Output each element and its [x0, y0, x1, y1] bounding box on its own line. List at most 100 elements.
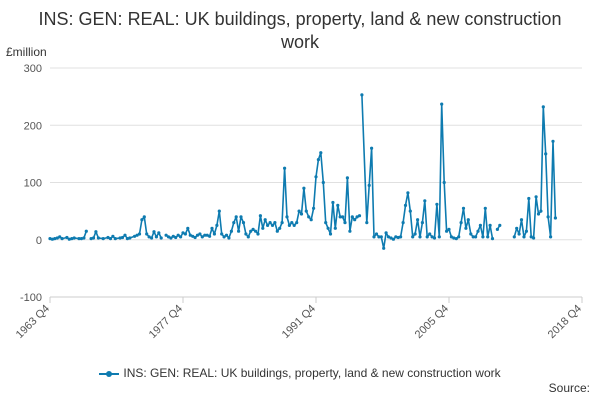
data-point-3-6 — [377, 235, 381, 239]
data-point-3-1 — [365, 221, 369, 225]
data-point-3-45 — [471, 235, 475, 239]
data-point-3-25 — [423, 199, 427, 203]
data-point-3-5 — [374, 232, 379, 236]
data-point-1-0 — [89, 237, 93, 241]
data-point-2-38 — [256, 232, 260, 236]
data-point-2-14 — [198, 232, 202, 236]
data-point-2-3 — [171, 234, 175, 238]
data-point-2-12 — [193, 235, 197, 240]
data-point-1-2 — [94, 230, 98, 234]
data-point-2-9 — [186, 226, 190, 230]
data-point-5-16 — [551, 139, 555, 143]
legend-label: INS: GEN: REAL: UK buildings, property, … — [123, 366, 501, 380]
data-point-2-75 — [345, 176, 349, 180]
data-point-0-7 — [67, 237, 71, 241]
data-point-3-31 — [437, 235, 441, 239]
data-point-5-10 — [536, 212, 541, 216]
data-point-3-32 — [440, 102, 444, 106]
data-point-5-11 — [539, 209, 543, 213]
data-point-2-58 — [304, 209, 308, 213]
data-point-3-13 — [394, 235, 398, 239]
data-point-3-44 — [469, 232, 473, 236]
data-point-3-50 — [483, 206, 487, 210]
chart-title: INS: GEN: REAL: UK buildings, property, … — [38, 9, 562, 52]
data-point-3-41 — [461, 206, 466, 210]
legend[interactable]: INS: GEN: REAL: UK buildings, property, … — [0, 366, 600, 380]
data-point-3-10 — [386, 235, 391, 239]
data-point-0-1 — [50, 237, 55, 241]
data-point-2-71 — [336, 203, 340, 207]
data-point-1-20 — [147, 235, 151, 239]
data-point-3-51 — [486, 235, 490, 239]
data-point-2-4 — [174, 235, 178, 240]
data-point-1-8 — [113, 237, 117, 241]
data-point-3-17 — [403, 203, 408, 207]
data-point-2-80 — [357, 214, 362, 218]
data-point-2-59 — [307, 215, 311, 219]
y-axis-unit-label: £million — [6, 45, 47, 59]
data-point-5-4 — [522, 235, 526, 239]
series-line-segment-5 — [513, 106, 557, 239]
data-point-2-43 — [268, 221, 272, 225]
data-point-2-47 — [278, 226, 282, 230]
data-point-1-24 — [157, 231, 161, 235]
data-point-0-4 — [58, 235, 62, 239]
data-point-2-13 — [195, 233, 200, 237]
data-point-3-28 — [430, 235, 434, 239]
x-tick-label-3: 2005 Q4 — [413, 303, 451, 341]
x-tick-label-0: 1963 Q4 — [14, 303, 52, 341]
data-point-2-61 — [312, 206, 316, 210]
data-point-3-20 — [411, 235, 415, 239]
data-point-3-34 — [445, 229, 449, 233]
data-point-2-41 — [263, 218, 267, 222]
data-point-1-7 — [111, 234, 115, 238]
data-point-1-10 — [120, 235, 125, 240]
series-line-segment-2 — [165, 151, 360, 239]
data-point-1-23 — [154, 235, 158, 239]
data-point-2-10 — [188, 233, 192, 237]
axes: -100 0 100 200 300 1963 Q4 1977 Q4 1991 Q4 2005 … — [14, 63, 584, 341]
data-point-3-35 — [447, 227, 451, 231]
data-point-2-73 — [341, 215, 345, 219]
data-point-3-33 — [442, 180, 446, 185]
data-point-2-56 — [299, 212, 304, 216]
data-point-5-2 — [517, 232, 521, 236]
data-point-5-9 — [534, 195, 538, 199]
data-point-0-3 — [55, 236, 59, 240]
data-point-3-23 — [418, 235, 422, 239]
data-point-2-64 — [319, 151, 323, 155]
source-label: Source: — [548, 381, 590, 395]
data-point-2-50 — [285, 215, 289, 219]
data-point-2-48 — [280, 221, 284, 225]
data-point-5-8 — [532, 236, 536, 240]
data-point-3-7 — [379, 235, 383, 239]
data-point-2-31 — [239, 215, 243, 219]
data-point-2-36 — [251, 227, 255, 231]
data-point-1-17 — [140, 218, 144, 222]
data-point-2-16 — [203, 233, 207, 237]
data-point-2-76 — [348, 229, 352, 233]
data-point-2-39 — [258, 214, 262, 218]
data-point-3-43 — [466, 218, 470, 222]
data-point-3-15 — [399, 235, 403, 239]
data-point-2-72 — [338, 215, 342, 219]
data-point-2-46 — [275, 229, 279, 233]
data-point-5-17 — [553, 216, 558, 220]
data-point-3-2 — [367, 183, 371, 187]
data-point-0-2 — [53, 237, 57, 241]
data-point-2-32 — [241, 221, 246, 225]
data-point-1-5 — [106, 235, 110, 240]
data-point-2-28 — [232, 221, 236, 225]
data-point-4-1 — [498, 223, 502, 227]
data-point-0-12 — [82, 236, 86, 240]
data-point-2-74 — [343, 221, 347, 225]
data-point-3-40 — [459, 221, 463, 225]
y-tick-label-3: 200 — [24, 120, 42, 132]
data-point-5-15 — [549, 235, 553, 239]
data-point-0-10 — [77, 237, 81, 241]
data-point-2-45 — [273, 221, 277, 225]
data-point-2-57 — [302, 186, 306, 190]
data-point-1-15 — [135, 233, 139, 237]
data-point-3-30 — [435, 202, 439, 206]
